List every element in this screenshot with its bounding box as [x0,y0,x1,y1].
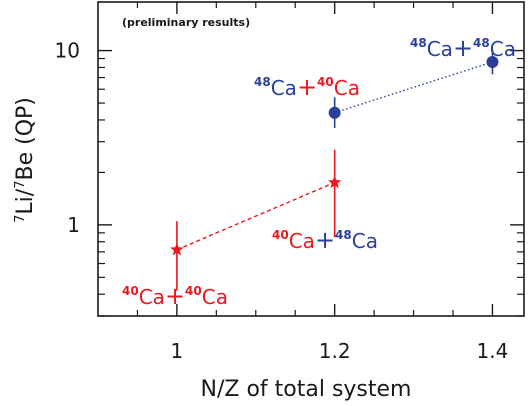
annotation-text: + [165,282,185,310]
annotation-text: + [453,34,473,62]
circle-marker [486,55,499,68]
annotation-superscript: 48 [473,36,490,50]
annotation-superscript: 40 [122,284,139,298]
annotation-text: Ca [271,76,297,100]
annotation-text: Ca [139,285,165,309]
series-lines [176,61,493,251]
annotation-superscript: 48 [410,36,427,50]
x-tick-label: 1.2 [319,339,351,363]
preliminary-note: (preliminary results) [122,16,250,29]
annotation-superscript: 40 [185,284,202,298]
annotation-superscript: 48 [335,228,352,242]
series-line [176,181,335,251]
annotation-text: Ca [289,229,315,253]
y-tick-label: 10 [55,39,80,63]
y-axis-label: 7Li/7Be (QP) [13,97,38,223]
annotation-ca48-ca40: 48Ca+40Ca [254,73,360,101]
y-tick-label: 1 [67,213,80,237]
annotation-text: Ca [202,285,228,309]
y-label-superscript: 7 [13,215,28,223]
annotation-superscript: 48 [254,75,271,89]
annotation-text: Ca [427,37,453,61]
annotation-superscript: 40 [317,75,334,89]
annotation-text: Ca [352,229,378,253]
annotation-ca48-ca48: 48Ca+48Ca [410,34,516,62]
data-markers [170,55,499,256]
annotation-text: Ca [490,37,516,61]
annotation-text: + [297,73,317,101]
annotation-ca40-ca48: 40Ca+48Ca [272,226,378,254]
plot-frame [97,1,525,317]
x-tick-label: 1.4 [477,339,509,363]
annotation-text: + [315,226,335,254]
y-label-text: Be (QP) [13,97,38,180]
x-tick-label: 1 [171,339,184,363]
y-label-text: Li/ [13,188,38,214]
circle-marker [328,106,341,119]
annotation-ca40-ca40: 40Ca+40Ca [122,282,228,310]
axis-ticks: 1 1.2 1.4 1 10 [55,2,524,363]
star-marker [170,242,184,256]
annotation-text: Ca [334,76,360,100]
y-label-superscript: 7 [13,181,28,189]
x-axis-label: N/Z of total system [201,377,412,402]
star-marker [328,175,342,189]
annotation-superscript: 40 [272,228,289,242]
